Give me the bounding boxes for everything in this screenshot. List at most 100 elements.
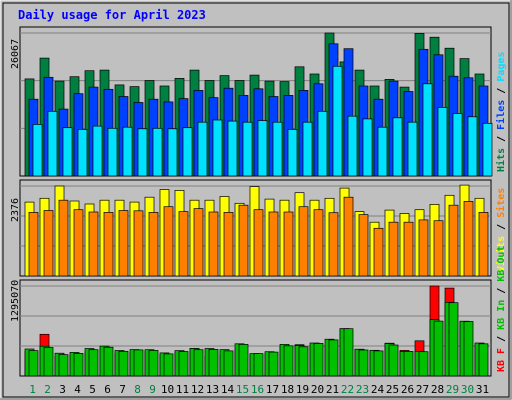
bar-pages-day-18 [287, 129, 298, 177]
bar-sites-day-28 [433, 220, 444, 277]
bar-kb-out-day-7 [118, 350, 129, 377]
x-tick-label-day-22: 22 [341, 383, 354, 396]
x-tick-label-day-3: 3 [59, 383, 66, 396]
bar-pages-day-19 [302, 121, 313, 177]
bar-sites-day-17 [268, 211, 279, 277]
x-tick-label-day-9: 9 [149, 383, 156, 396]
bar-sites-day-8 [133, 210, 144, 277]
legend-separator: / [496, 288, 507, 300]
bar-kb-out-day-24 [373, 350, 384, 377]
bar-kb-out-day-17 [268, 351, 279, 377]
bar-sites-day-29 [448, 204, 459, 277]
bar-sites-day-2 [43, 210, 54, 277]
x-axis-labels: 1 2 3 4 5 6 7 8 9 10 11 12 13 14 15 16 17 18 19 20 21 22 23 24 2… [29, 383, 489, 396]
bar-sites-day-13 [208, 211, 219, 277]
x-tick-label-day-25: 25 [386, 383, 399, 396]
bar-sites-day-7 [118, 210, 129, 277]
bar-kb-out-day-31 [478, 343, 489, 377]
bar-pages-day-27 [422, 83, 433, 177]
bar-pages-day-9 [152, 127, 163, 177]
bar-pages-day-26 [407, 121, 418, 177]
bar-kb-out-day-6 [103, 346, 114, 377]
bar-kb-out-day-19 [298, 346, 309, 377]
bar-kb-out-day-22 [343, 328, 354, 377]
bar-sites-day-5 [88, 211, 99, 277]
bar-pages-day-21 [332, 65, 343, 177]
bar-kb-out-day-12 [193, 349, 204, 377]
x-tick-label-day-1: 1 [29, 383, 36, 396]
legend-kb-out: KB Out [496, 246, 507, 288]
legend-visits: Visits [495, 236, 507, 272]
legend-pages: Pages [496, 52, 507, 88]
bar-pages-day-16 [257, 120, 268, 177]
bar-kb-out-day-14 [223, 350, 234, 377]
bar-sites-day-18 [283, 211, 294, 277]
x-tick-label-day-15: 15 [236, 383, 249, 396]
x-tick-label-day-11: 11 [176, 383, 189, 396]
bar-kb-out-day-13 [208, 349, 219, 377]
bar-sites-day-31 [478, 212, 489, 277]
bar-kb-out-day-11 [178, 351, 189, 377]
bar-kb-out-day-15 [238, 344, 249, 377]
bar-pages-day-29 [452, 113, 463, 177]
x-tick-label-day-23: 23 [356, 383, 369, 396]
bar-pages-day-31 [482, 122, 493, 177]
bar-kb-out-day-30 [463, 321, 474, 377]
x-tick-label-day-16: 16 [251, 383, 264, 396]
bar-pages-day-22 [347, 115, 358, 177]
bar-sites-day-6 [103, 212, 114, 277]
bar-kb-out-day-29 [448, 302, 459, 377]
x-tick-label-day-21: 21 [326, 383, 339, 396]
panel-kbytes: 1295070 KB F / KB In / KB Out [10, 246, 507, 377]
y-axis-max-label: 26067 [10, 39, 21, 69]
bar-pages-day-8 [137, 128, 148, 177]
legend-separator: / [496, 136, 507, 148]
bar-sites-day-24 [373, 227, 384, 277]
series-legend-label: Visits / Sites [495, 188, 507, 272]
bar-pages-day-20 [317, 110, 328, 177]
bar-kb-out-day-5 [88, 349, 99, 377]
x-tick-label-day-5: 5 [89, 383, 96, 396]
x-tick-label-day-14: 14 [221, 383, 235, 396]
bar-pages-day-4 [77, 129, 88, 177]
x-tick-label-day-17: 17 [266, 383, 279, 396]
bar-pages-day-25 [392, 117, 403, 177]
x-tick-label-day-2: 2 [44, 383, 51, 396]
bar-sites-day-15 [238, 204, 249, 277]
series-legend-label: KB F / KB In / KB Out [496, 246, 507, 372]
bar-kb-out-day-3 [58, 354, 69, 377]
bar-sites-day-26 [403, 221, 414, 277]
legend-separator: / [496, 224, 507, 236]
bar-sites-day-22 [343, 196, 354, 277]
x-tick-label-day-20: 20 [311, 383, 324, 396]
bar-kb-out-day-23 [358, 349, 369, 377]
bar-pages-day-3 [62, 127, 73, 177]
legend-sites: Sites [495, 188, 507, 224]
bar-sites-day-4 [73, 209, 84, 277]
x-tick-label-day-26: 26 [401, 383, 414, 396]
x-tick-label-day-31: 31 [476, 383, 489, 396]
bar-kb-out-day-9 [148, 350, 159, 377]
bar-sites-day-20 [313, 209, 324, 277]
bar-pages-day-15 [242, 121, 253, 177]
x-tick-label-day-24: 24 [371, 383, 385, 396]
bar-pages-day-23 [362, 118, 373, 177]
bar-sites-day-23 [358, 214, 369, 277]
x-tick-label-day-4: 4 [74, 383, 81, 396]
bar-sites-day-21 [328, 212, 339, 277]
bar-pages-day-1 [32, 124, 43, 177]
x-tick-label-day-7: 7 [119, 383, 126, 396]
legend-kb-f: KB F [496, 348, 507, 372]
bar-kb-out-day-25 [388, 344, 399, 377]
bar-pages-day-6 [107, 127, 118, 177]
panel-hits-files-pages: 26067 Hits / Files / Pages [10, 26, 507, 177]
y-axis-max-label: 2376 [10, 198, 21, 222]
x-tick-label-day-19: 19 [296, 383, 309, 396]
bar-pages-day-14 [227, 120, 238, 177]
x-tick-label-day-12: 12 [191, 383, 204, 396]
legend-hits: Hits [495, 148, 507, 172]
x-tick-label-day-28: 28 [431, 383, 444, 396]
bar-sites-day-14 [223, 212, 234, 277]
bar-sites-day-16 [253, 209, 264, 277]
x-tick-label-day-30: 30 [461, 383, 474, 396]
